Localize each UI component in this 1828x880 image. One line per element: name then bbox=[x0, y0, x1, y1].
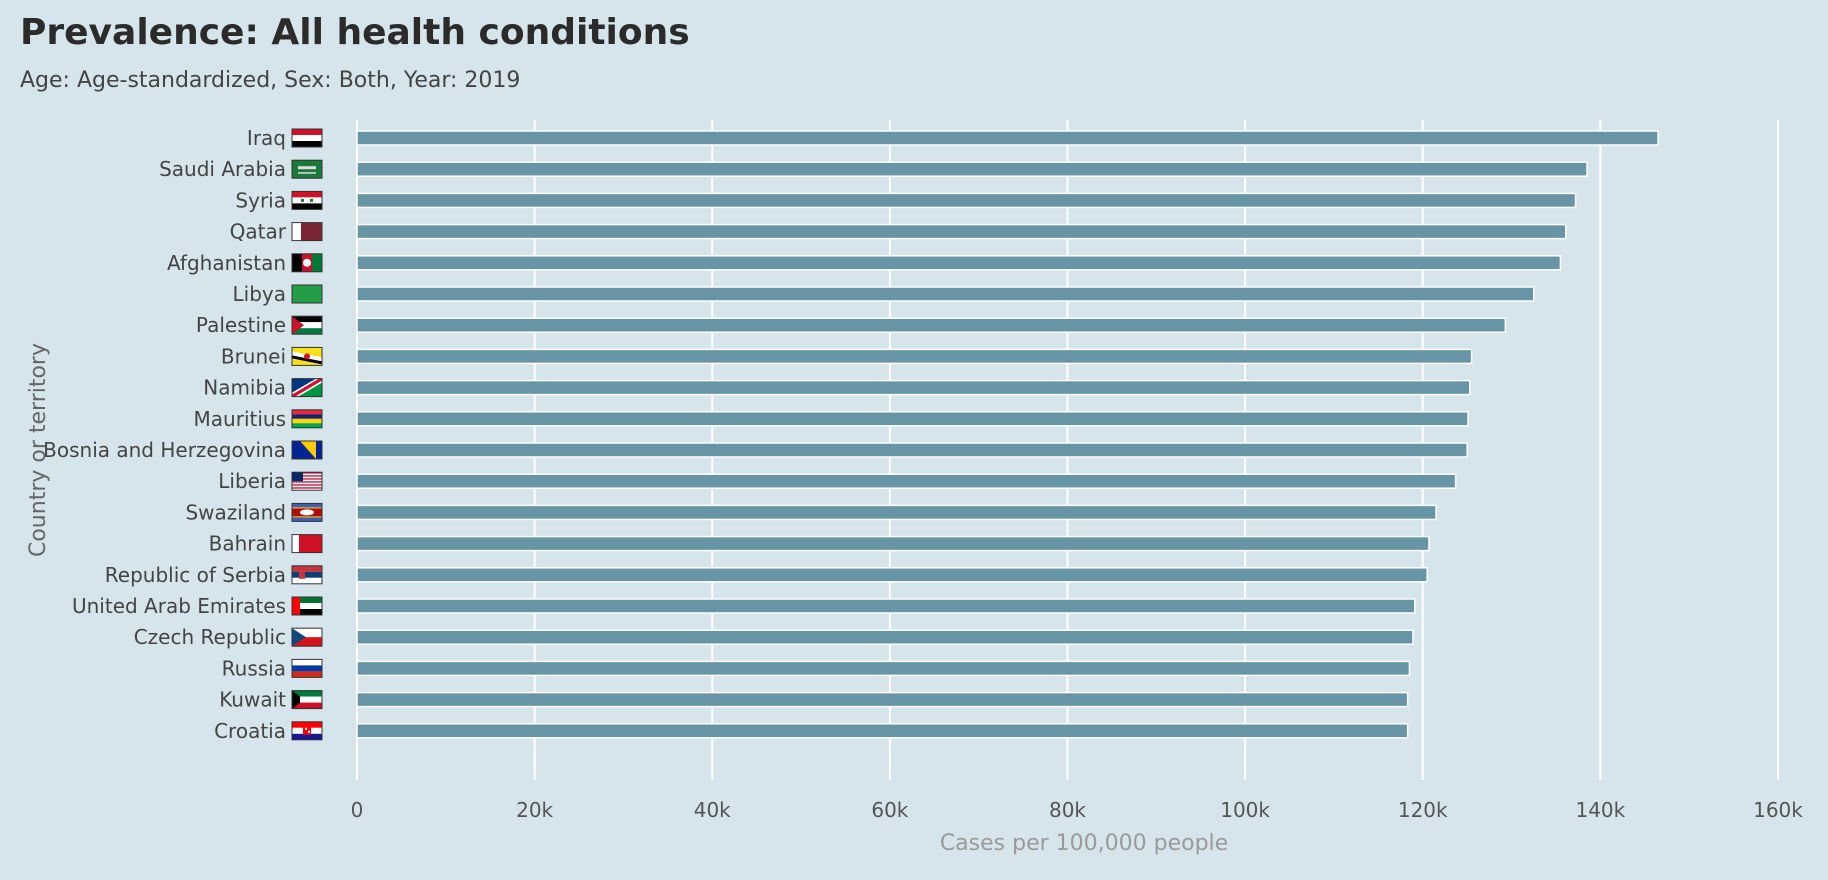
x-axis-label: Cases per 100,000 people bbox=[940, 831, 1228, 856]
flag-icons bbox=[291, 128, 323, 741]
category-label: Palestine bbox=[196, 313, 286, 337]
afghanistan-flag-icon bbox=[291, 253, 323, 273]
namibia-flag-icon bbox=[291, 378, 323, 398]
x-tick-label: 20k bbox=[516, 798, 553, 822]
category-label: Swaziland bbox=[185, 500, 286, 524]
x-tick-label: 80k bbox=[1049, 798, 1086, 822]
x-tick-label: 0 bbox=[351, 798, 364, 822]
bar-kuwait[interactable] bbox=[356, 691, 1409, 708]
category-label: Croatia bbox=[214, 719, 286, 743]
bar-bosnia-and-herzegovina[interactable] bbox=[356, 442, 1468, 458]
chart-title: Prevalence: All health conditions bbox=[20, 12, 690, 53]
category-label: Afghanistan bbox=[167, 251, 286, 275]
category-label: Czech Republic bbox=[134, 625, 286, 649]
palestine-flag-icon bbox=[291, 315, 323, 335]
x-tick-label: 160k bbox=[1753, 798, 1803, 822]
category-label: Republic of Serbia bbox=[105, 563, 286, 587]
bar-mauritius[interactable] bbox=[356, 411, 1469, 427]
category-label: Bosnia and Herzegovina bbox=[43, 438, 286, 462]
bahrain-flag-icon bbox=[291, 534, 323, 554]
brunei-flag-icon bbox=[291, 346, 323, 366]
y-axis-label: Country or territory bbox=[26, 343, 51, 557]
category-label: Brunei bbox=[221, 344, 286, 368]
x-tick-label: 100k bbox=[1220, 798, 1270, 822]
chart-subtitle: Age: Age-standardized, Sex: Both, Year: … bbox=[20, 68, 521, 93]
bar-czech-republic[interactable] bbox=[356, 629, 1414, 645]
x-tick-label: 60k bbox=[871, 798, 908, 822]
bar-brunei[interactable] bbox=[356, 348, 1473, 365]
libya-flag-icon bbox=[291, 284, 323, 304]
qatar-flag-icon bbox=[291, 222, 323, 242]
category-label: Saudi Arabia bbox=[159, 157, 286, 181]
x-tick-label: 40k bbox=[694, 798, 731, 822]
bar-liberia[interactable] bbox=[356, 473, 1457, 489]
kuwait-flag-icon bbox=[291, 690, 323, 710]
category-label: Qatar bbox=[230, 220, 287, 244]
x-tick-label: 120k bbox=[1398, 798, 1448, 822]
bar-russia[interactable] bbox=[356, 660, 1411, 677]
x-tick-labels: 0 20k 40k 60k 80k 100k 120k 140k 160k bbox=[351, 798, 1804, 822]
x-tick-label: 140k bbox=[1575, 798, 1625, 822]
czech-flag-icon bbox=[291, 627, 323, 647]
bar-republic-of-serbia[interactable] bbox=[356, 567, 1428, 583]
category-label: Russia bbox=[222, 656, 286, 680]
category-label: Iraq bbox=[247, 126, 286, 150]
category-label: Namibia bbox=[203, 376, 286, 400]
swaziland-flag-icon bbox=[291, 502, 323, 522]
syria-flag-icon bbox=[291, 190, 323, 210]
bar-libya[interactable] bbox=[356, 286, 1535, 302]
croatia-flag-icon bbox=[291, 721, 323, 741]
mauritius-flag-icon bbox=[291, 409, 323, 429]
category-label: Liberia bbox=[218, 469, 286, 493]
bar-croatia[interactable] bbox=[356, 723, 1409, 739]
category-label: Bahrain bbox=[209, 532, 286, 556]
category-label: Syria bbox=[235, 188, 286, 212]
bar-bahrain[interactable] bbox=[356, 535, 1430, 552]
bar-namibia[interactable] bbox=[356, 379, 1471, 396]
bar-palestine[interactable] bbox=[356, 317, 1507, 333]
bar-qatar[interactable] bbox=[356, 223, 1567, 240]
liberia-flag-icon bbox=[291, 471, 323, 491]
category-label: Mauritius bbox=[194, 407, 286, 431]
category-label: Libya bbox=[233, 282, 287, 306]
iraq-flag-icon bbox=[291, 128, 323, 148]
bosnia-flag-icon bbox=[291, 440, 323, 460]
bars bbox=[356, 130, 1659, 739]
bar-syria[interactable] bbox=[356, 192, 1577, 209]
russia-flag-icon bbox=[291, 658, 323, 678]
uae-flag-icon bbox=[291, 596, 323, 616]
bar-swaziland[interactable] bbox=[356, 504, 1437, 521]
category-label: Kuwait bbox=[219, 688, 286, 712]
bar-afghanistan[interactable] bbox=[356, 255, 1562, 271]
category-labels: Iraq Saudi Arabia Syria Qatar Afghanistan Lib… bbox=[43, 126, 287, 743]
bar-iraq[interactable] bbox=[356, 130, 1659, 146]
serbia-flag-icon bbox=[291, 565, 323, 585]
bar-united-arab-emirates[interactable] bbox=[356, 598, 1416, 614]
category-label: United Arab Emirates bbox=[72, 594, 286, 618]
saudi-arabia-flag-icon bbox=[291, 159, 323, 179]
bar-saudi-arabia[interactable] bbox=[356, 161, 1588, 177]
